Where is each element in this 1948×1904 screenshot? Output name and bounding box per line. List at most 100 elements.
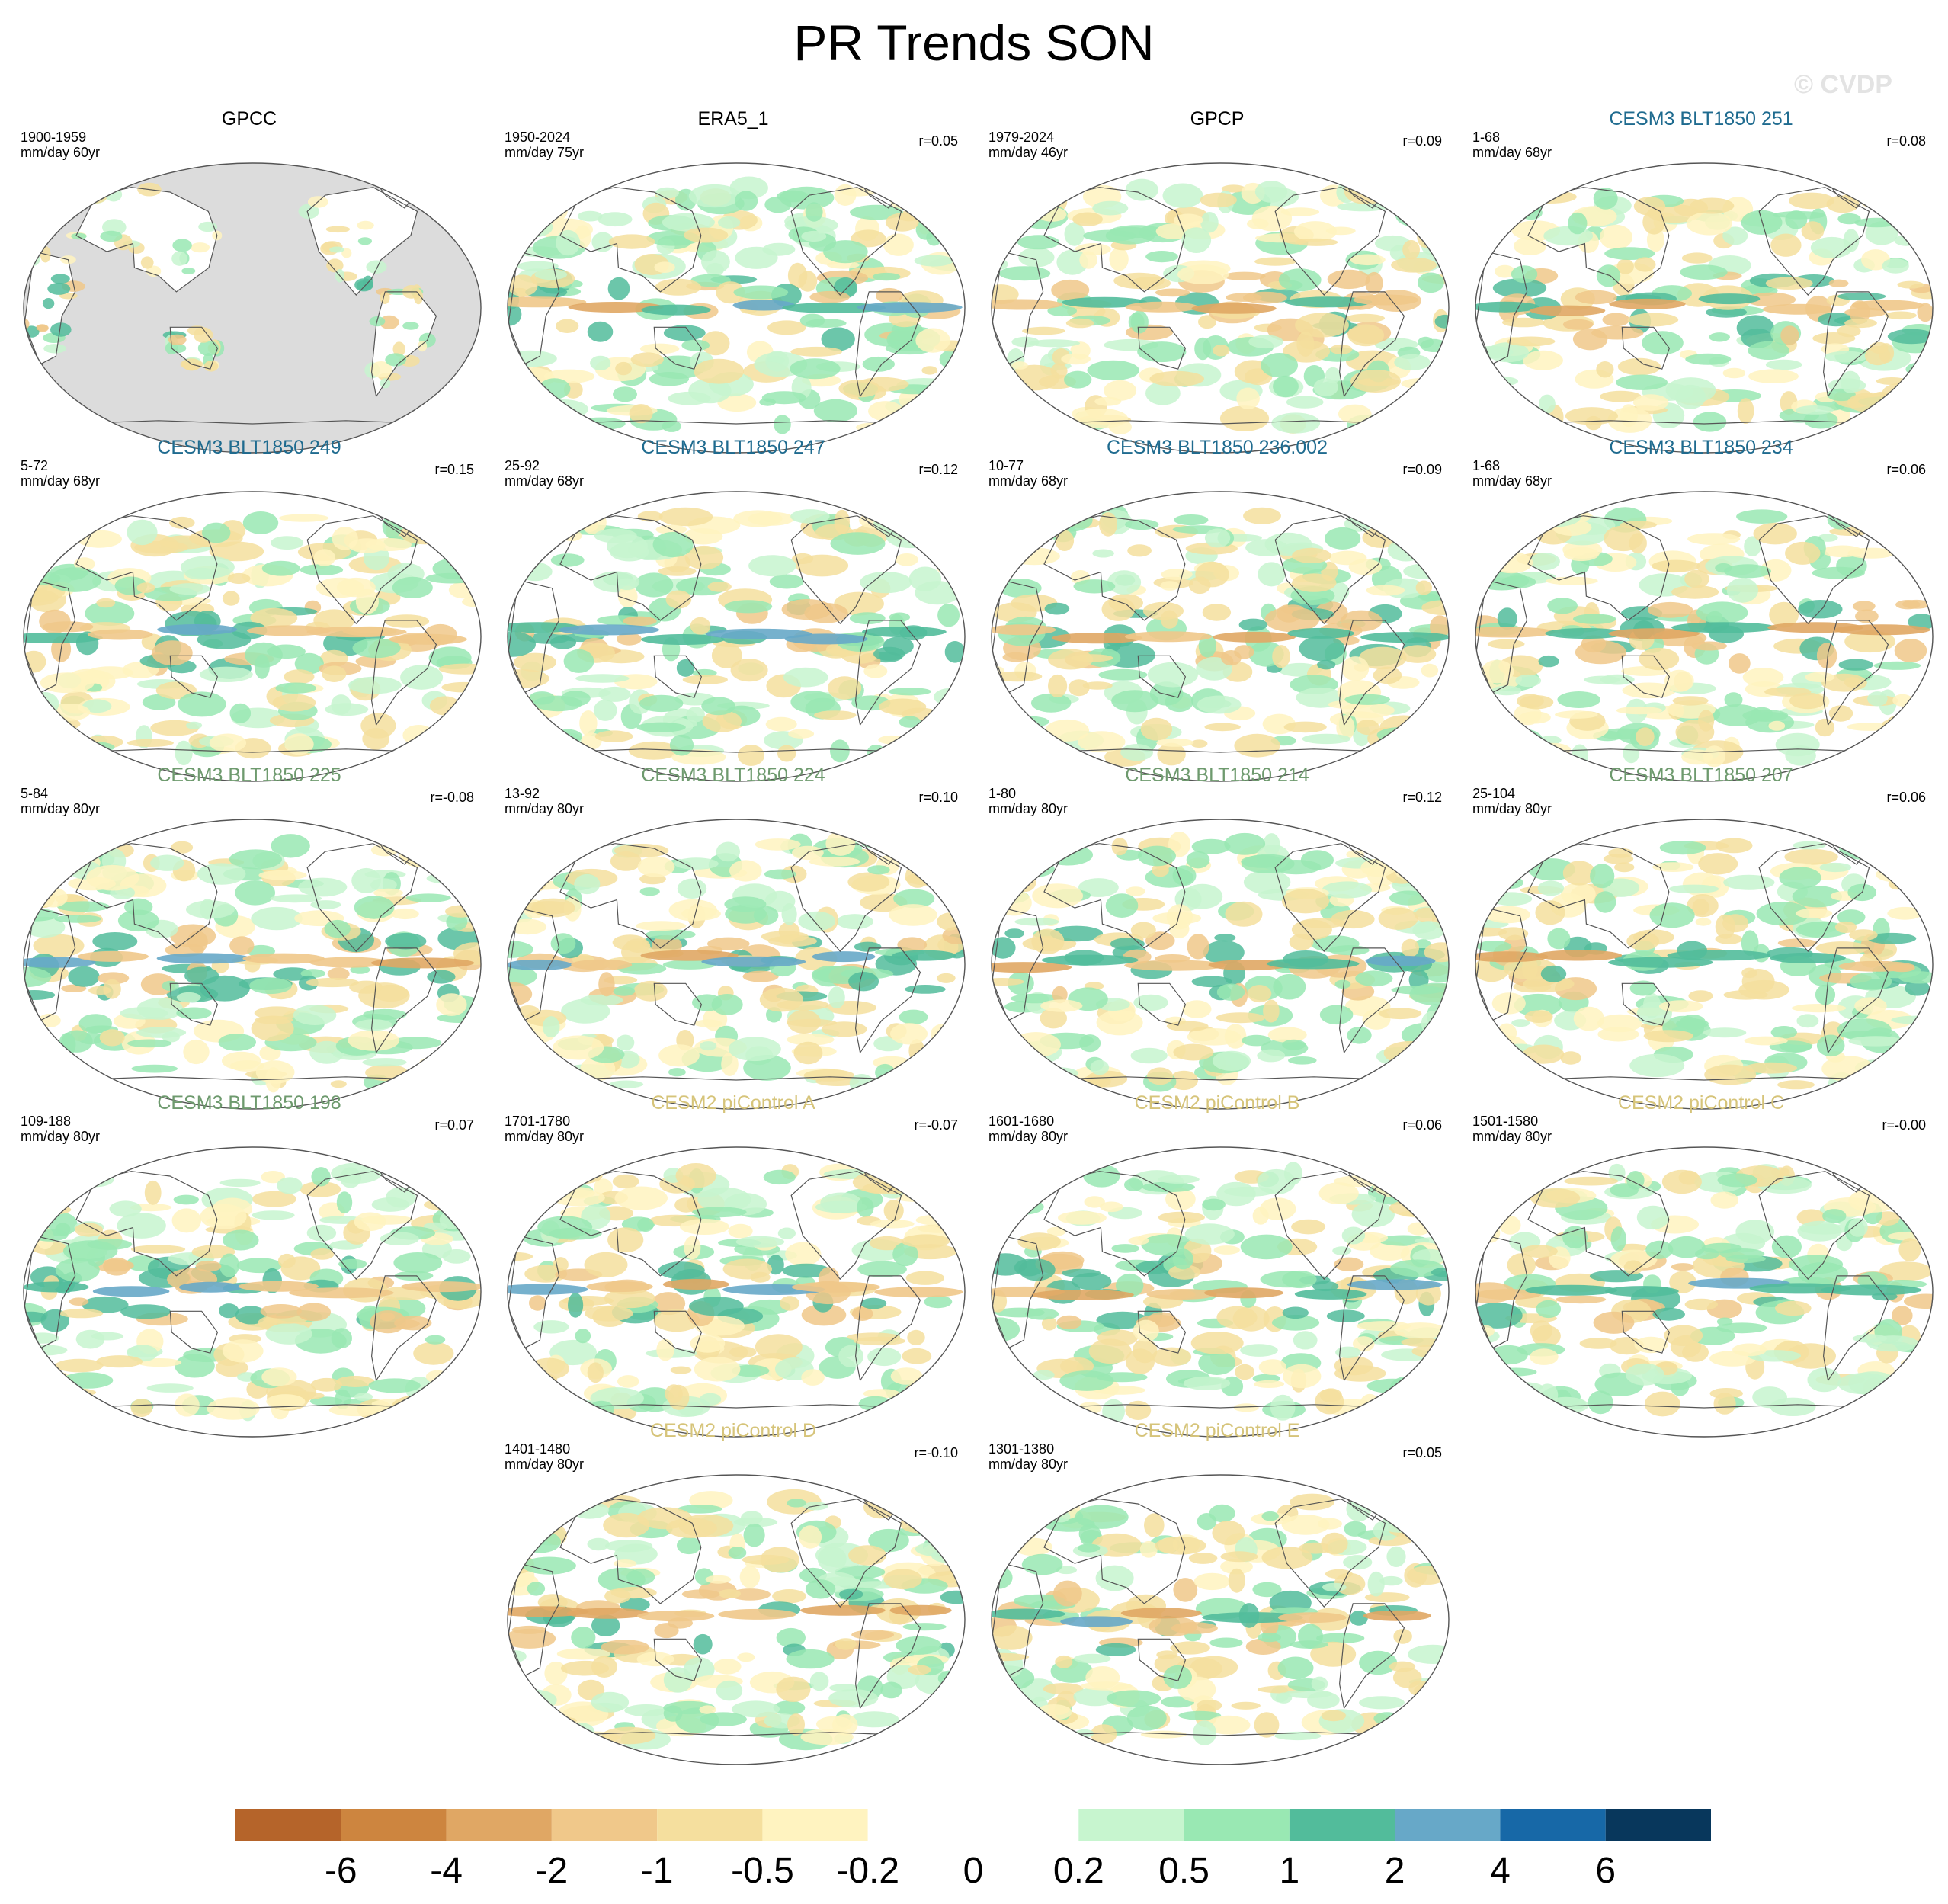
- trend-blob: [688, 184, 741, 208]
- trend-blob: [1177, 264, 1229, 284]
- trend-blob: [1172, 865, 1197, 886]
- trend-blob: [1240, 1234, 1293, 1260]
- trend-blob: [598, 212, 633, 227]
- panel-years: 1-68: [1472, 458, 1501, 473]
- trend-blob: [1322, 881, 1372, 899]
- trend-blob: [1421, 663, 1439, 678]
- trend-blob: [258, 870, 307, 880]
- trend-blob: [1837, 292, 1886, 301]
- coastline-antarctica: [550, 1076, 922, 1109]
- trend-blob: [1415, 907, 1438, 922]
- trend-blob: [863, 1389, 901, 1399]
- coastline-samerica: [1822, 620, 1889, 726]
- trend-blob: [1608, 1163, 1626, 1182]
- trend-blob: [62, 1372, 114, 1389]
- map-panel: CESM3 BLT1850 234 1-68 mm/day 68yr r=0.06: [1461, 437, 1941, 782]
- trend-blob: [1897, 280, 1924, 289]
- trend-blob: [173, 1194, 200, 1205]
- map-outline: [991, 1146, 1450, 1438]
- trend-blob: [801, 230, 827, 242]
- trend-blob: [838, 1345, 863, 1367]
- trend-blob: [674, 1197, 698, 1213]
- trend-blob: [1310, 1641, 1357, 1667]
- trend-blob: [1098, 668, 1148, 681]
- panel-units: mm/day 80yr: [505, 1129, 585, 1144]
- trend-blob: [261, 560, 300, 576]
- trend-blob: [1401, 938, 1419, 957]
- coastline-australia: [1137, 655, 1187, 698]
- colorbar-swatch: [551, 1809, 658, 1841]
- coastline-asia: [75, 843, 218, 949]
- trend-blob: [1888, 877, 1907, 890]
- trend-blob: [1273, 375, 1299, 398]
- trend-blob: [1116, 1273, 1144, 1298]
- trend-blob: [568, 1293, 584, 1318]
- trend-blob: [1087, 360, 1139, 381]
- trend-blob: [1636, 1205, 1670, 1230]
- trend-blob: [1350, 370, 1401, 393]
- trend-blob: [1047, 305, 1077, 317]
- trend-blob: [508, 966, 537, 987]
- trend-blob: [1777, 1080, 1815, 1090]
- map-outline: [507, 1474, 966, 1765]
- trend-blob: [662, 420, 681, 432]
- trend-blob: [828, 676, 862, 700]
- map-panel: CESM2 piControl D 1401-1480 mm/day 80yr r=-…: [493, 1420, 973, 1765]
- trend-blob: [1715, 838, 1753, 854]
- coastline-antarctica: [66, 1404, 438, 1437]
- trend-blob: [1563, 547, 1600, 562]
- coastline-antarctica: [1034, 420, 1406, 453]
- panel-title: CESM2 piControl B: [1134, 1092, 1300, 1114]
- trend-blob: [24, 252, 40, 267]
- trend-blob: [870, 1219, 915, 1229]
- trend-blob: [1193, 1720, 1216, 1745]
- trend-blob: [607, 1227, 644, 1253]
- trend-blob: [1815, 718, 1835, 737]
- trend-blob: [828, 986, 845, 1009]
- trend-blob: [1856, 417, 1898, 434]
- coastline-asia: [559, 1499, 702, 1604]
- trend-blob: [1197, 1700, 1222, 1711]
- trend-blob: [328, 1403, 383, 1417]
- coastline-antarctica: [550, 420, 922, 453]
- trend-blob: [357, 237, 372, 245]
- panel-title: CESM3 BLT1850 251: [1609, 108, 1793, 130]
- coastline-australia: [1621, 655, 1671, 698]
- trend-blob: [1503, 729, 1543, 754]
- trend-blob: [849, 612, 886, 625]
- trend-blob: [1376, 727, 1424, 743]
- trend-blob: [336, 1191, 353, 1213]
- equatorial-band: [732, 300, 796, 311]
- trend-blob: [1536, 1300, 1562, 1319]
- trend-blob: [24, 1311, 46, 1323]
- trend-blob: [1792, 886, 1842, 908]
- trend-blob: [607, 277, 630, 300]
- trend-blob: [1221, 184, 1246, 193]
- trend-blob: [670, 1366, 692, 1374]
- trend-blob: [1187, 934, 1209, 960]
- trend-blob: [1507, 1253, 1536, 1277]
- map-panel: CESM3 BLT1850 198 109-188 mm/day 80yr r=0.0…: [9, 1092, 489, 1438]
- map-panel: CESM3 BLT1850 247 25-92 mm/day 68yr r=0.12: [493, 437, 973, 782]
- trend-blob: [222, 591, 240, 606]
- trend-blob: [759, 987, 803, 1012]
- trend-blob: [82, 1296, 129, 1313]
- trend-blob: [684, 227, 729, 243]
- trend-blob: [1652, 862, 1694, 872]
- trend-blob: [1593, 1311, 1635, 1334]
- trend-blob: [729, 1588, 771, 1601]
- trend-blob: [1402, 239, 1420, 260]
- trend-blob: [251, 906, 303, 931]
- equatorial-band: [389, 633, 467, 645]
- coastline-samerica: [1338, 291, 1405, 398]
- trend-blob: [1882, 258, 1909, 274]
- trend-blob: [43, 521, 80, 539]
- trend-blob: [1732, 1343, 1767, 1357]
- trend-blob: [663, 1667, 693, 1693]
- trend-blob: [1865, 221, 1898, 245]
- trend-blob: [601, 1640, 649, 1655]
- trend-blob: [1610, 1183, 1639, 1197]
- map-panel: CESM3 BLT1850 225 5-84 mm/day 80yr r=-0.08: [9, 764, 489, 1110]
- trend-blob: [1864, 1074, 1892, 1085]
- trend-blob: [805, 202, 823, 222]
